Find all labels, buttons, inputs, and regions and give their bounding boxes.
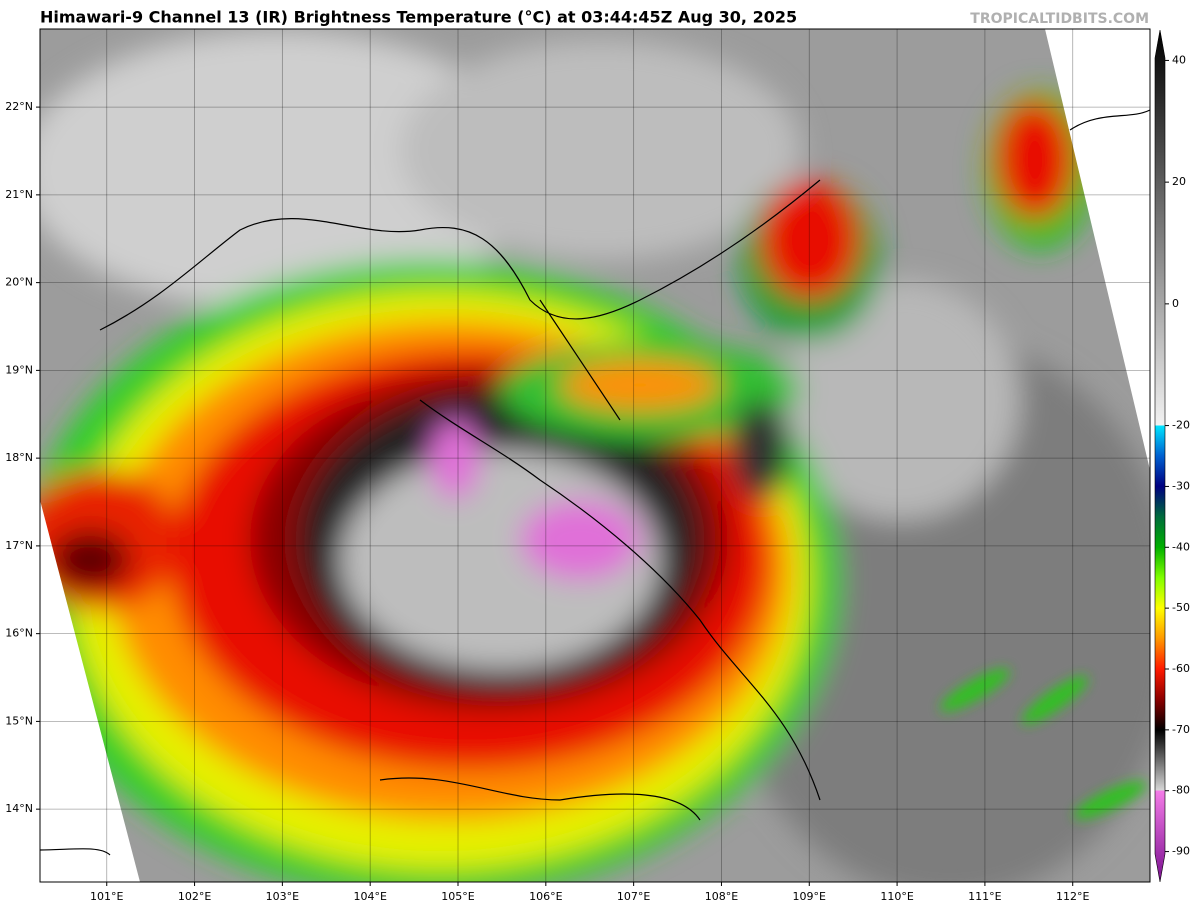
x-tick-label: 110°E bbox=[880, 890, 913, 903]
colorbar-tick-label: -20 bbox=[1172, 419, 1190, 432]
x-tick-label: 111°E bbox=[968, 890, 1001, 903]
colorbar-tick-label: 20 bbox=[1172, 175, 1186, 188]
title: Himawari-9 Channel 13 (IR) Brightness Te… bbox=[40, 8, 797, 27]
y-tick-label: 17°N bbox=[5, 539, 33, 552]
x-tick-label: 112°E bbox=[1056, 890, 1089, 903]
x-tick-label: 107°E bbox=[617, 890, 650, 903]
x-tick-label: 103°E bbox=[266, 890, 299, 903]
x-tick-label: 104°E bbox=[353, 890, 386, 903]
satellite-image bbox=[40, 29, 1150, 882]
colorbar bbox=[1154, 29, 1166, 883]
colorbar-tick-label: -40 bbox=[1172, 540, 1190, 553]
x-tick-label: 105°E bbox=[441, 890, 474, 903]
y-tick-label: 14°N bbox=[5, 802, 33, 815]
colorbar-tick-label: 0 bbox=[1172, 297, 1179, 310]
watermark: TROPICALTIDBITS.COM bbox=[970, 11, 1149, 27]
y-tick-label: 18°N bbox=[5, 451, 33, 464]
colorbar-tick-label: -60 bbox=[1172, 662, 1190, 675]
y-tick-label: 22°N bbox=[5, 100, 33, 113]
colorbar-tick-label: 40 bbox=[1172, 53, 1186, 66]
x-tick-label: 108°E bbox=[705, 890, 738, 903]
y-tick-label: 15°N bbox=[5, 714, 33, 727]
x-tick-label: 101°E bbox=[90, 890, 123, 903]
y-tick-label: 19°N bbox=[5, 363, 33, 376]
colorbar-tick-label: -70 bbox=[1172, 723, 1190, 736]
coastline bbox=[40, 109, 1150, 856]
colorbar-tick-label: -90 bbox=[1172, 845, 1190, 858]
x-tick-label: 106°E bbox=[529, 890, 562, 903]
colorbar-tick-label: -30 bbox=[1172, 479, 1190, 492]
colorbar-tick-label: -80 bbox=[1172, 784, 1190, 797]
y-tick-label: 20°N bbox=[5, 276, 33, 289]
colorbar-tick-label: -50 bbox=[1172, 601, 1190, 614]
y-tick-label: 21°N bbox=[5, 188, 33, 201]
x-tick-label: 109°E bbox=[793, 890, 826, 903]
map-frame bbox=[39, 28, 1151, 883]
x-tick-label: 102°E bbox=[178, 890, 211, 903]
y-tick-label: 16°N bbox=[5, 627, 33, 640]
